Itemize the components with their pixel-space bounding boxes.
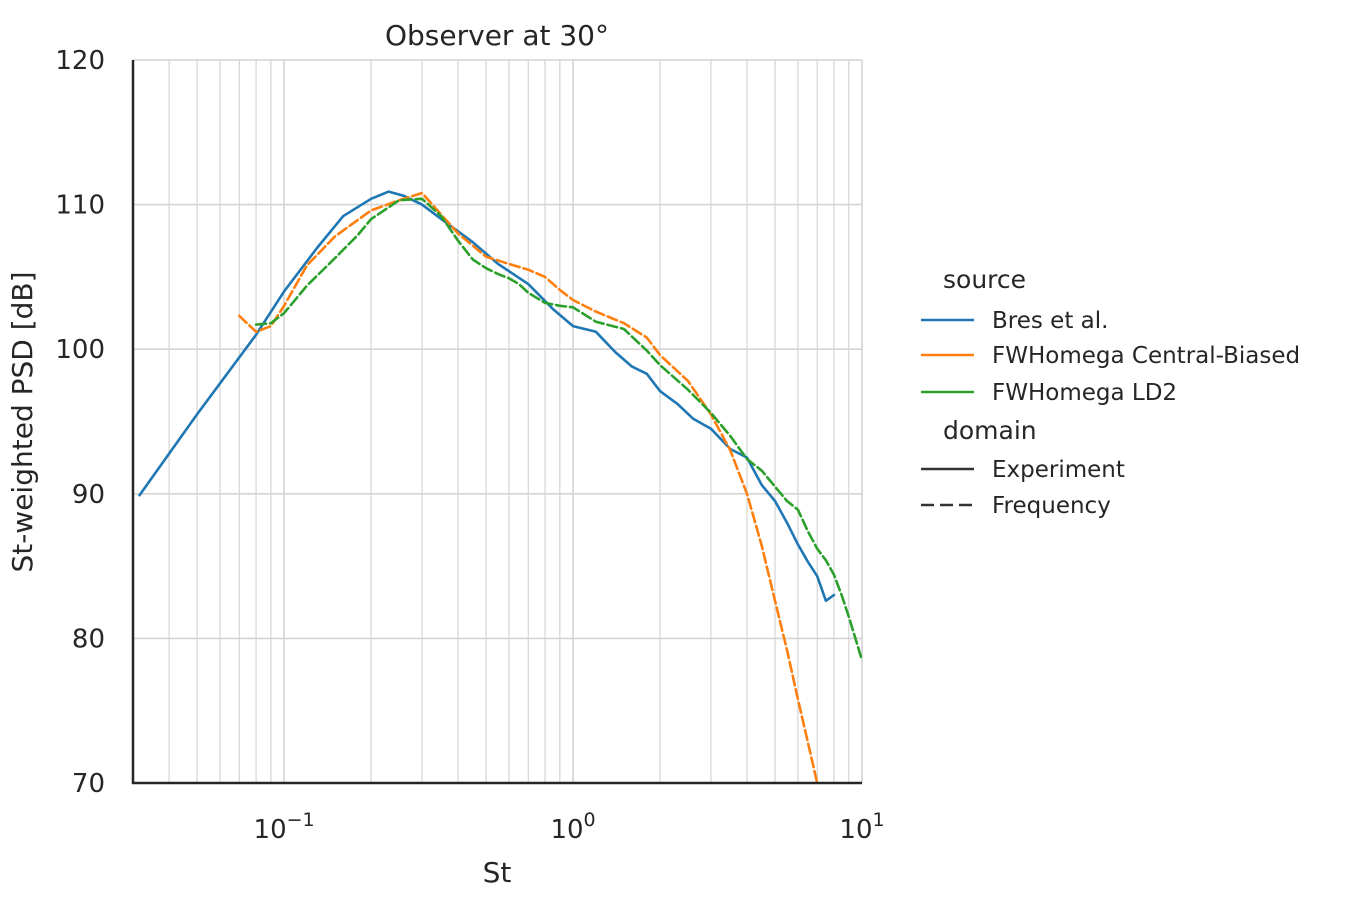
x-tick-label: 10−1 (254, 809, 315, 845)
x-tick-label: 101 (839, 809, 884, 845)
x-tick-label: 100 (550, 809, 595, 845)
legend-label-experiment: Experiment (992, 457, 1125, 483)
legend-label-central-biased: FWHomega Central-Biased (992, 343, 1300, 369)
grid (132, 59, 863, 784)
chart-title: Observer at 30° (385, 19, 609, 52)
series-group (138, 190, 862, 783)
y-axis-title: St-weighted PSD [dB] (6, 271, 39, 572)
x-axis-title: St (483, 856, 512, 889)
legend: source Bres et al. FWHomega Central-Bias… (921, 265, 1300, 519)
legend-style-title: domain (943, 416, 1037, 445)
y-tick-labels: 70 80 90 100 110 120 (55, 46, 105, 799)
legend-hue-title: source (943, 265, 1026, 294)
series-line-1 (238, 191, 819, 783)
y-tick-label: 120 (55, 46, 105, 76)
legend-label-ld2: FWHomega LD2 (992, 380, 1177, 406)
y-tick-label: 80 (72, 624, 105, 654)
y-tick-label: 110 (55, 191, 105, 221)
axes (131, 60, 862, 785)
legend-label-bres: Bres et al. (992, 308, 1108, 334)
x-tick-labels: 10−1 100 101 (254, 809, 885, 845)
y-tick-label: 70 (72, 769, 105, 799)
legend-label-frequency: Frequency (992, 493, 1111, 519)
y-tick-label: 90 (72, 480, 105, 510)
series-line-0 (138, 190, 836, 603)
series-line-2 (254, 197, 862, 662)
y-tick-label: 100 (55, 335, 105, 365)
